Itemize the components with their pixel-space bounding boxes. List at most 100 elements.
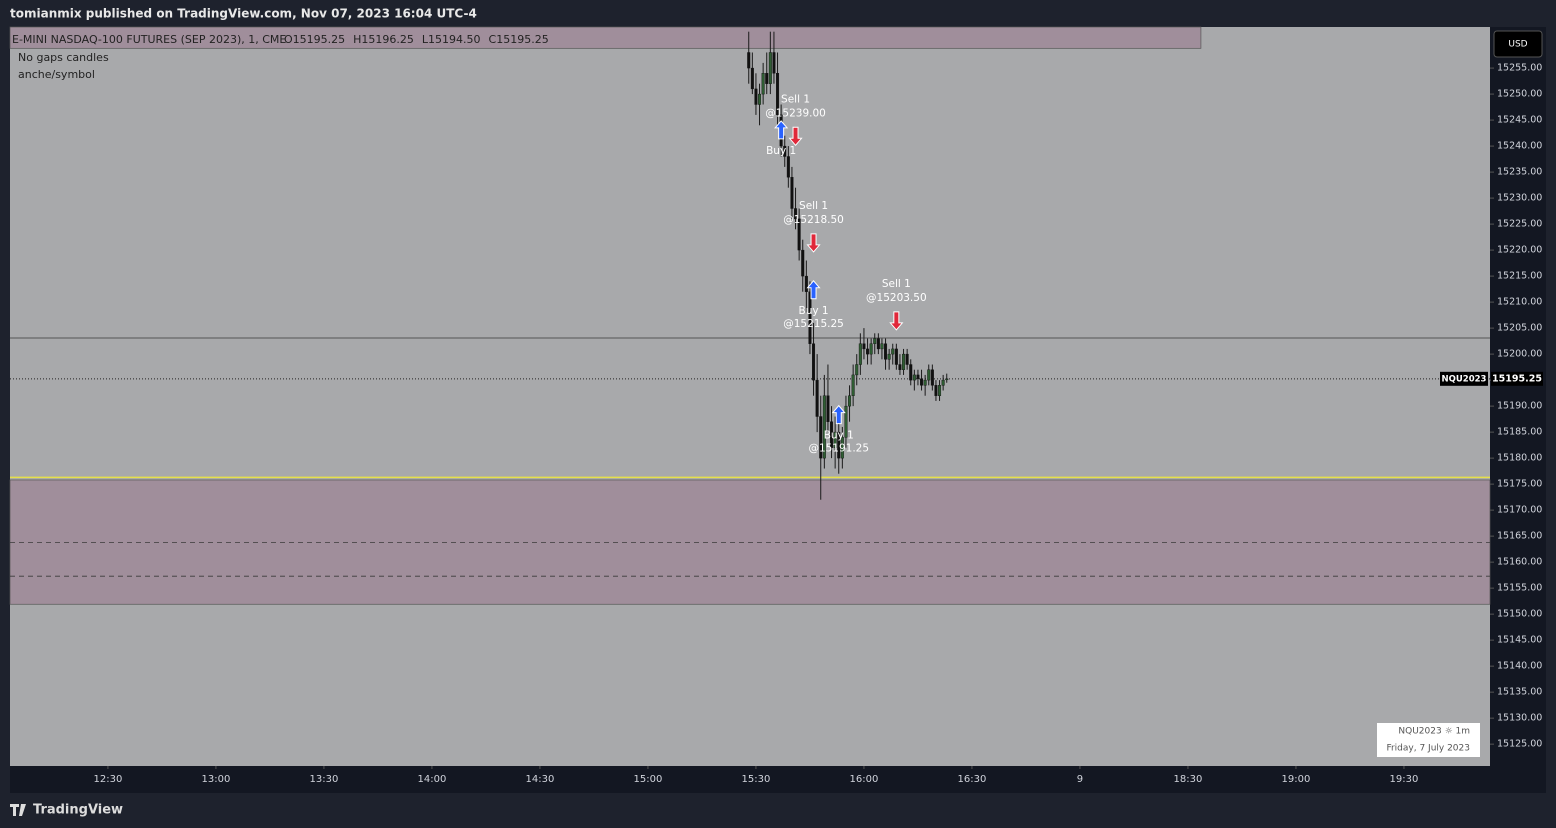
candle-body xyxy=(905,353,909,365)
trade-arrow xyxy=(806,280,821,300)
trade-label: Sell 1 xyxy=(882,278,911,290)
watermark-box xyxy=(1377,723,1480,757)
candle-body xyxy=(797,218,801,251)
y-tick-label: 15150.00 xyxy=(1497,609,1542,620)
plot: Buy 1 Sell 1 @15239.00 Sell 1 @15218.50 Buy 1… xyxy=(9,26,1491,605)
trade-label: @15191.25 xyxy=(808,443,869,455)
y-tick-label: 15135.00 xyxy=(1497,687,1542,698)
trade-arrow xyxy=(806,233,821,253)
ohlc: O15195.25 H15196.25 L15194.50 C15195.25 xyxy=(284,33,549,46)
symbol-tag-label: NQU2023 xyxy=(1442,374,1487,384)
x-tick-label: 14:00 xyxy=(418,774,447,785)
candle-body xyxy=(902,353,906,370)
x-tick-label: 19:00 xyxy=(1282,774,1311,785)
candle-body xyxy=(938,385,942,396)
candle-body xyxy=(923,379,927,386)
candle-body xyxy=(891,348,895,355)
candle-body xyxy=(790,177,794,209)
candle-body xyxy=(898,364,902,370)
y-tick-label: 15170.00 xyxy=(1497,505,1542,516)
candle-body xyxy=(815,379,819,417)
candle-body xyxy=(916,374,920,380)
candle-body xyxy=(909,364,913,381)
y-tick-label: 15185.00 xyxy=(1497,427,1542,438)
candle-body xyxy=(794,208,798,220)
watermark: Friday, 7 July 2023 xyxy=(1386,744,1470,754)
symbol-line: E-MINI NASDAQ-100 FUTURES (SEP 2023), 1,… xyxy=(12,33,286,46)
candle-body xyxy=(848,395,852,407)
y-tick-label: 15160.00 xyxy=(1497,557,1542,568)
candle-body xyxy=(772,52,776,74)
y-tick-label: 15240.00 xyxy=(1497,141,1542,152)
ohlc-label: H15196.25 xyxy=(353,33,414,46)
price-axis xyxy=(1490,27,1546,766)
y-tick-label: 15190.00 xyxy=(1497,401,1542,412)
candle-body xyxy=(830,421,834,448)
candle-body xyxy=(941,379,945,386)
candle-body xyxy=(884,343,888,360)
y-tick-label: 15155.00 xyxy=(1497,583,1542,594)
zone xyxy=(9,26,1202,49)
ohlc-label: L15194.50 xyxy=(422,33,481,46)
trade-label: @15203.50 xyxy=(866,292,927,304)
candle-body xyxy=(851,374,855,396)
y-tick-label: 15255.00 xyxy=(1497,63,1542,74)
trade-label: @15215.25 xyxy=(783,318,844,330)
indicator: No gaps candles xyxy=(18,51,109,64)
candle-body xyxy=(812,343,816,381)
candle-body xyxy=(912,374,916,381)
x-tick-label: 9 xyxy=(1077,774,1083,785)
candle-body xyxy=(761,73,765,95)
y-tick-label: 15205.00 xyxy=(1497,323,1542,334)
y-tick-label: 15230.00 xyxy=(1497,193,1542,204)
candle-body xyxy=(862,343,866,350)
trade-label: Buy 1 xyxy=(766,145,796,157)
x-tick-label: 16:00 xyxy=(850,774,879,785)
candle-body xyxy=(783,145,787,157)
y-tick-label: 15200.00 xyxy=(1497,349,1542,360)
x-tick-label: 16:30 xyxy=(958,774,987,785)
candle-body xyxy=(765,73,769,84)
candle-body xyxy=(776,73,780,116)
candle-body xyxy=(869,343,873,355)
candle-body xyxy=(833,431,837,448)
candle-body xyxy=(804,275,808,292)
y-tick-label: 15140.00 xyxy=(1497,661,1542,672)
candle-body xyxy=(876,338,880,350)
trade-label: @15218.50 xyxy=(783,214,844,226)
logo xyxy=(10,804,26,816)
trade-label: @15239.00 xyxy=(765,107,826,119)
candle-body xyxy=(880,343,884,350)
currency[interactable]: USD xyxy=(1508,40,1527,50)
chart-pane xyxy=(10,27,1546,793)
candle-body xyxy=(768,52,772,84)
y-tick-label: 15235.00 xyxy=(1497,167,1542,178)
trade-arrow xyxy=(774,120,789,140)
y-tick-label: 15250.00 xyxy=(1497,89,1542,100)
ohlc-label: O15195.25 xyxy=(284,33,345,46)
candle-body xyxy=(747,52,751,69)
trade-arrow xyxy=(831,404,846,425)
candle-body xyxy=(945,378,949,381)
candle-body xyxy=(808,291,812,344)
candle-body xyxy=(750,67,754,90)
candle-body xyxy=(826,395,830,422)
indicator: anche/symbol xyxy=(18,68,95,81)
publisher: tomianmix published on TradingView.com, … xyxy=(10,7,477,21)
y-tick-label: 15175.00 xyxy=(1497,479,1542,490)
candle-body xyxy=(844,405,848,438)
y-tick-label: 15125.00 xyxy=(1497,739,1542,750)
candle-body xyxy=(819,416,823,459)
trade-label: Buy 1 xyxy=(798,305,828,317)
candle-body xyxy=(866,348,870,355)
candle-body xyxy=(855,364,859,376)
currency-button[interactable] xyxy=(1493,30,1543,58)
candle-body xyxy=(758,93,762,105)
candle-body xyxy=(920,378,924,386)
trade-label: Sell 1 xyxy=(781,93,810,105)
y-tick-label: 15220.00 xyxy=(1497,245,1542,256)
trade-arrow xyxy=(788,126,803,147)
x-tick-label: 19:30 xyxy=(1390,774,1419,785)
